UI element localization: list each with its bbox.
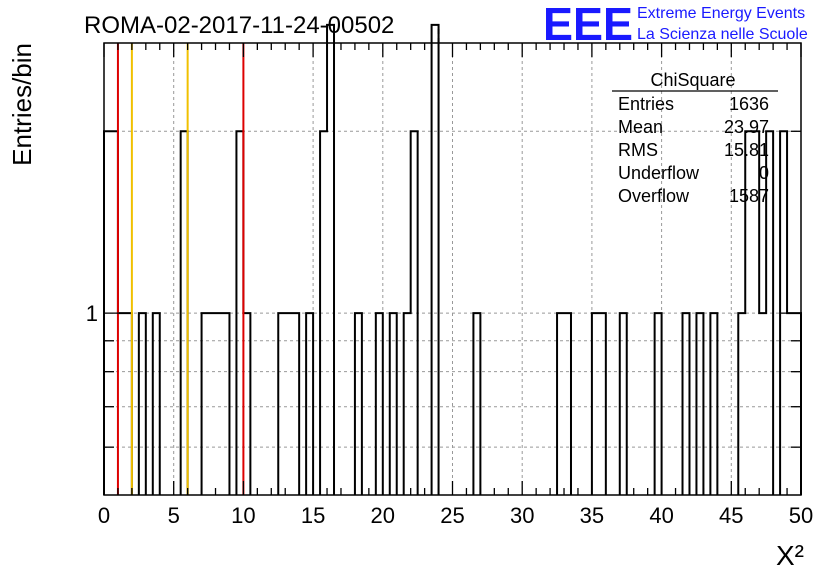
histogram-step xyxy=(681,312,691,495)
stats-box: ChiSquare Entries 1636 Mean 23.97 RMS 15.81 Un… xyxy=(612,70,778,206)
grid-lines xyxy=(104,43,801,495)
stats-box-rows: Entries 1636 Mean 23.97 RMS 15.81 Underflow 0 Ov… xyxy=(618,94,769,206)
histogram-step xyxy=(388,312,398,495)
stats-row-value: 0 xyxy=(759,163,769,183)
logo-mark: EEE xyxy=(543,0,633,50)
stats-row-value: 1636 xyxy=(729,94,769,114)
histogram-step xyxy=(590,312,607,495)
histogram-step xyxy=(374,312,384,495)
reference-lines xyxy=(116,24,440,495)
stats-row-value: 1587 xyxy=(729,186,769,206)
stats-row-value: 15.81 xyxy=(724,140,769,160)
logo-line-1: Extreme Energy Events xyxy=(637,5,805,22)
histogram-step xyxy=(709,312,719,495)
y-tick-label: 1 xyxy=(86,301,98,326)
x-tick-label: 10 xyxy=(231,503,255,528)
x-axis-label: X² xyxy=(776,540,804,571)
histogram-step xyxy=(472,312,482,495)
x-tick-label: 50 xyxy=(789,503,813,528)
histogram-step xyxy=(695,312,705,495)
stats-row-label: Mean xyxy=(618,117,663,137)
x-tick-label: 20 xyxy=(371,503,395,528)
histogram-step xyxy=(430,23,440,495)
axis-ticks xyxy=(103,43,802,495)
histogram-step xyxy=(653,312,663,495)
histogram-step xyxy=(353,312,363,495)
x-tick-label: 35 xyxy=(580,503,604,528)
histogram-step xyxy=(556,312,572,495)
histogram-step xyxy=(737,130,775,495)
stats-box-title: ChiSquare xyxy=(650,70,735,90)
histogram-step xyxy=(305,312,315,495)
x-tick-labels: 0 5 10 15 20 25 30 35 40 45 50 xyxy=(98,503,813,528)
stats-row-label: RMS xyxy=(618,140,658,160)
chart-title: ROMA-02-2017-11-24-00502 xyxy=(84,12,394,39)
eee-logo: EEE Extreme Energy Events La Scienza nel… xyxy=(543,0,808,50)
stats-row-value: 23.97 xyxy=(724,117,769,137)
histogram-step xyxy=(618,312,628,495)
x-tick-label: 45 xyxy=(719,503,743,528)
x-tick-label: 15 xyxy=(301,503,325,528)
stats-row-label: Entries xyxy=(618,94,674,114)
histogram-step xyxy=(151,312,161,495)
stats-row-label: Overflow xyxy=(618,186,690,206)
x-tick-label: 0 xyxy=(98,503,110,528)
histogram-step xyxy=(402,130,419,495)
histogram-bars xyxy=(103,23,802,495)
y-axis-label: Entries/bin xyxy=(7,43,37,166)
histogram-step xyxy=(277,312,301,495)
x-tick-label: 25 xyxy=(440,503,464,528)
x-tick-label: 5 xyxy=(168,503,180,528)
logo-line-2: La Scienza nelle Scuole xyxy=(637,26,808,43)
histogram-step xyxy=(137,312,147,495)
y-tick-labels: 1 xyxy=(86,301,98,326)
x-tick-label: 30 xyxy=(510,503,534,528)
stats-row-label: Underflow xyxy=(618,163,700,183)
histogram-step xyxy=(200,312,231,495)
x-tick-label: 40 xyxy=(649,503,673,528)
histogram-step xyxy=(319,23,336,495)
